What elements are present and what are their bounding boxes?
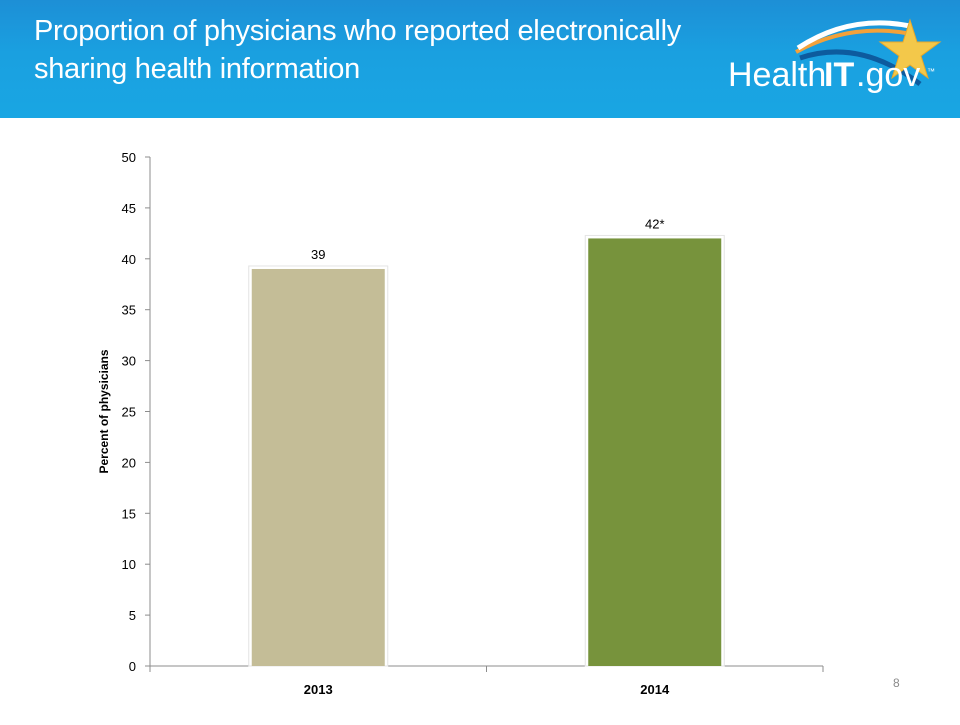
y-tick-label: 30 [122, 354, 136, 369]
logo-swoosh-blue [799, 49, 922, 86]
bar-2014 [588, 238, 722, 666]
healthit-logo: Health IT .gov ™ [728, 18, 942, 94]
logo-swoosh-white [796, 20, 911, 51]
title-line-1: Proportion of physicians who reported el… [34, 15, 681, 47]
bar-2013 [251, 268, 385, 666]
slide-title: Proportion of physicians who reported el… [34, 12, 734, 88]
y-tick-label: 10 [122, 557, 136, 572]
logo-trademark: ™ [927, 67, 935, 76]
y-tick-label: 25 [122, 405, 136, 420]
slide-header: Proportion of physicians who reported el… [0, 0, 960, 118]
y-tick-label: 50 [122, 150, 136, 165]
logo-text-health: Health [728, 56, 826, 94]
x-tick-label: 2013 [304, 682, 333, 697]
y-tick-label: 0 [129, 659, 136, 674]
data-label: 39 [311, 247, 325, 262]
y-tick-label: 45 [122, 201, 136, 216]
x-tick-label: 2014 [640, 682, 670, 697]
data-label: 42* [645, 216, 665, 231]
star-icon [878, 18, 942, 80]
logo-text-it: IT [824, 56, 854, 94]
y-tick-label: 5 [129, 608, 136, 623]
y-tick-label: 40 [122, 252, 136, 267]
y-tick-label: 35 [122, 303, 136, 318]
chart-svg: 0 5 10 15 20 25 30 35 40 45 50 Percent of physician… [97, 150, 824, 697]
logo-text-domain: .gov [856, 56, 920, 94]
y-axis-label: Percent of physicians [97, 349, 111, 473]
title-line-2: sharing health information [34, 53, 360, 85]
y-tick-label: 15 [122, 506, 136, 521]
logo-swoosh-orange [795, 28, 913, 54]
y-tick-label: 20 [122, 455, 136, 470]
bar-chart: 0 5 10 15 20 25 30 35 40 45 50 Percent of physician… [0, 118, 960, 720]
page-number: 8 [893, 676, 900, 690]
